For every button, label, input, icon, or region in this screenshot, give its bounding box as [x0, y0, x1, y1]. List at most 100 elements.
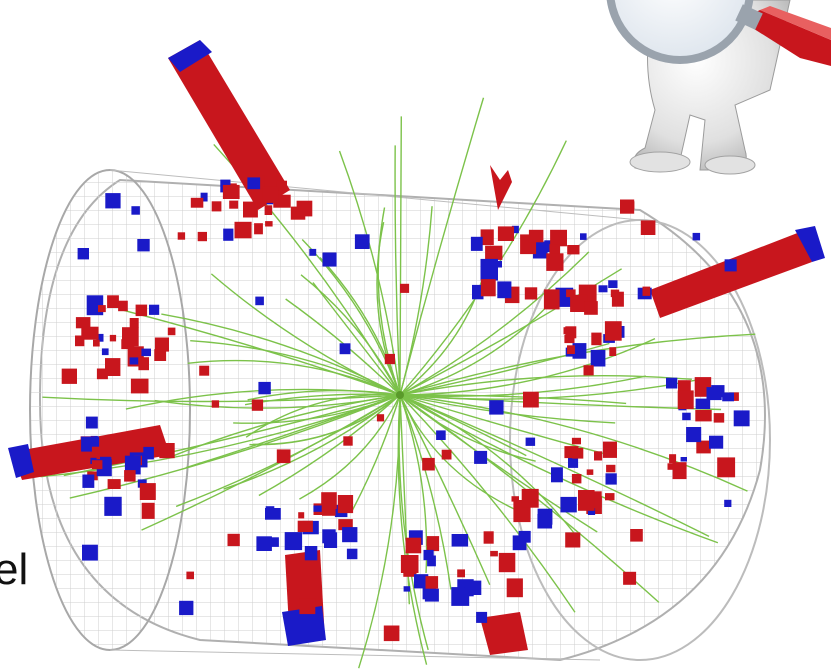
calorimeter-cell: [423, 549, 434, 561]
calorimeter-cell: [480, 279, 496, 297]
calorimeter-cell: [480, 258, 498, 281]
calorimeter-cell: [118, 300, 128, 312]
particle-track: [190, 339, 401, 396]
calorimeter-cell: [537, 514, 553, 529]
particle-tracks: [40, 97, 756, 669]
cropped-caption-text: el: [0, 545, 29, 594]
calorimeter-cell: [686, 427, 702, 443]
calorimeter-cell: [190, 197, 204, 208]
particle-track: [350, 394, 401, 514]
particle-track: [312, 282, 401, 396]
calorimeter-cell: [346, 548, 358, 560]
calorimeter-cell: [724, 259, 737, 272]
calorimeter-cell: [590, 349, 606, 367]
white-figure-with-magnifier-icon: [606, 0, 831, 175]
calorimeter-cell: [131, 206, 140, 215]
particle-track: [399, 394, 748, 492]
calorimeter-cell: [82, 544, 98, 561]
calorimeter-cell: [498, 552, 516, 573]
calorimeter-cell: [91, 446, 100, 454]
calorimeter-cell: [567, 245, 580, 255]
calorimeter-cell: [571, 474, 582, 484]
calorimeter-cell: [571, 437, 581, 445]
particle-track: [319, 257, 401, 396]
calorimeter-cell: [604, 321, 622, 341]
calorimeter-cell: [642, 286, 651, 296]
calorimeter-cell: [472, 284, 484, 300]
particle-track: [399, 394, 710, 537]
calorimeter-cell: [159, 443, 175, 459]
calorimeter-cell: [451, 534, 469, 547]
particle-track: [247, 389, 401, 401]
calorimeter-cell: [457, 569, 465, 578]
calorimeter-cell: [376, 414, 385, 422]
calorimeter-cell: [560, 496, 577, 513]
calorimeter-cell: [436, 430, 446, 440]
calorimeter-cell: [490, 550, 498, 557]
particle-track: [399, 394, 576, 613]
calorimeter-cell: [258, 381, 271, 395]
calorimeter-cell: [309, 248, 317, 256]
calorimeter-cell: [200, 192, 208, 202]
calorimeter-cell: [298, 512, 305, 519]
calorimeter-cell: [143, 446, 154, 460]
calorimeter-cell: [525, 437, 536, 446]
calorimeter-cell: [138, 357, 149, 371]
calorimeter-cell: [711, 385, 725, 398]
calorimeter-cell: [609, 347, 617, 356]
calorimeter-cell: [672, 462, 687, 480]
calorimeter-cell: [521, 488, 539, 508]
calorimeter-cell: [85, 416, 98, 429]
calorimeter-cell: [124, 470, 136, 482]
calorimeter-cell: [695, 409, 712, 422]
calorimeter-cell: [717, 457, 736, 478]
calorimeter-cell: [405, 537, 422, 554]
calorimeter-cell: [733, 410, 750, 427]
calorimeter-cell: [403, 586, 410, 592]
calorimeter-cell: [339, 343, 351, 355]
calorimeter-cell: [384, 353, 395, 365]
calorimeter-cell: [265, 508, 281, 520]
calorimeter-cell: [583, 365, 594, 376]
calorimeter-cell: [713, 413, 725, 423]
calorimeter-cell: [101, 348, 109, 356]
calorimeter-cell: [96, 333, 104, 342]
particle-track: [399, 394, 627, 405]
calorimeter-cell: [105, 193, 121, 209]
calorimeter-cell: [506, 578, 523, 598]
particle-track: [175, 394, 401, 508]
calorimeter-cell: [666, 377, 678, 389]
calorimeter-cell: [75, 317, 91, 329]
particle-track: [187, 359, 401, 396]
calorimeter-cell: [568, 455, 579, 468]
calorimeter-cell: [75, 335, 85, 347]
calorimeter-cell: [605, 493, 615, 501]
calorimeter-cell: [82, 474, 95, 488]
calorimeter-cell: [640, 220, 656, 235]
particle-track: [399, 394, 452, 590]
calorimeter-cell: [427, 555, 436, 567]
interaction-vertex: [396, 391, 404, 399]
calorimeter-cell: [549, 244, 560, 258]
calorimeter-cell: [551, 467, 563, 483]
particle-track: [397, 394, 428, 665]
calorimeter-cell: [130, 378, 149, 394]
calorimeter-cell: [602, 441, 617, 458]
calorimeter-cell: [677, 390, 694, 410]
particle-track: [42, 394, 401, 403]
particle-track: [399, 394, 616, 424]
calorimeter-cell: [177, 232, 186, 240]
calorimeter-cell: [124, 455, 141, 475]
particle-track: [399, 116, 402, 396]
calorimeter-cell: [383, 625, 400, 642]
calorimeter-cell: [403, 566, 417, 577]
particle-track: [399, 337, 656, 396]
calorimeter-cell: [251, 399, 264, 411]
calorimeter-cell: [497, 226, 514, 241]
calorimeter-cell: [91, 460, 103, 470]
calorimeter-cell: [149, 304, 160, 315]
calorimeter-cell: [81, 326, 99, 340]
calorimeter-cell: [276, 449, 291, 464]
calorimeter-cell: [523, 391, 539, 408]
particle-track: [338, 150, 401, 396]
